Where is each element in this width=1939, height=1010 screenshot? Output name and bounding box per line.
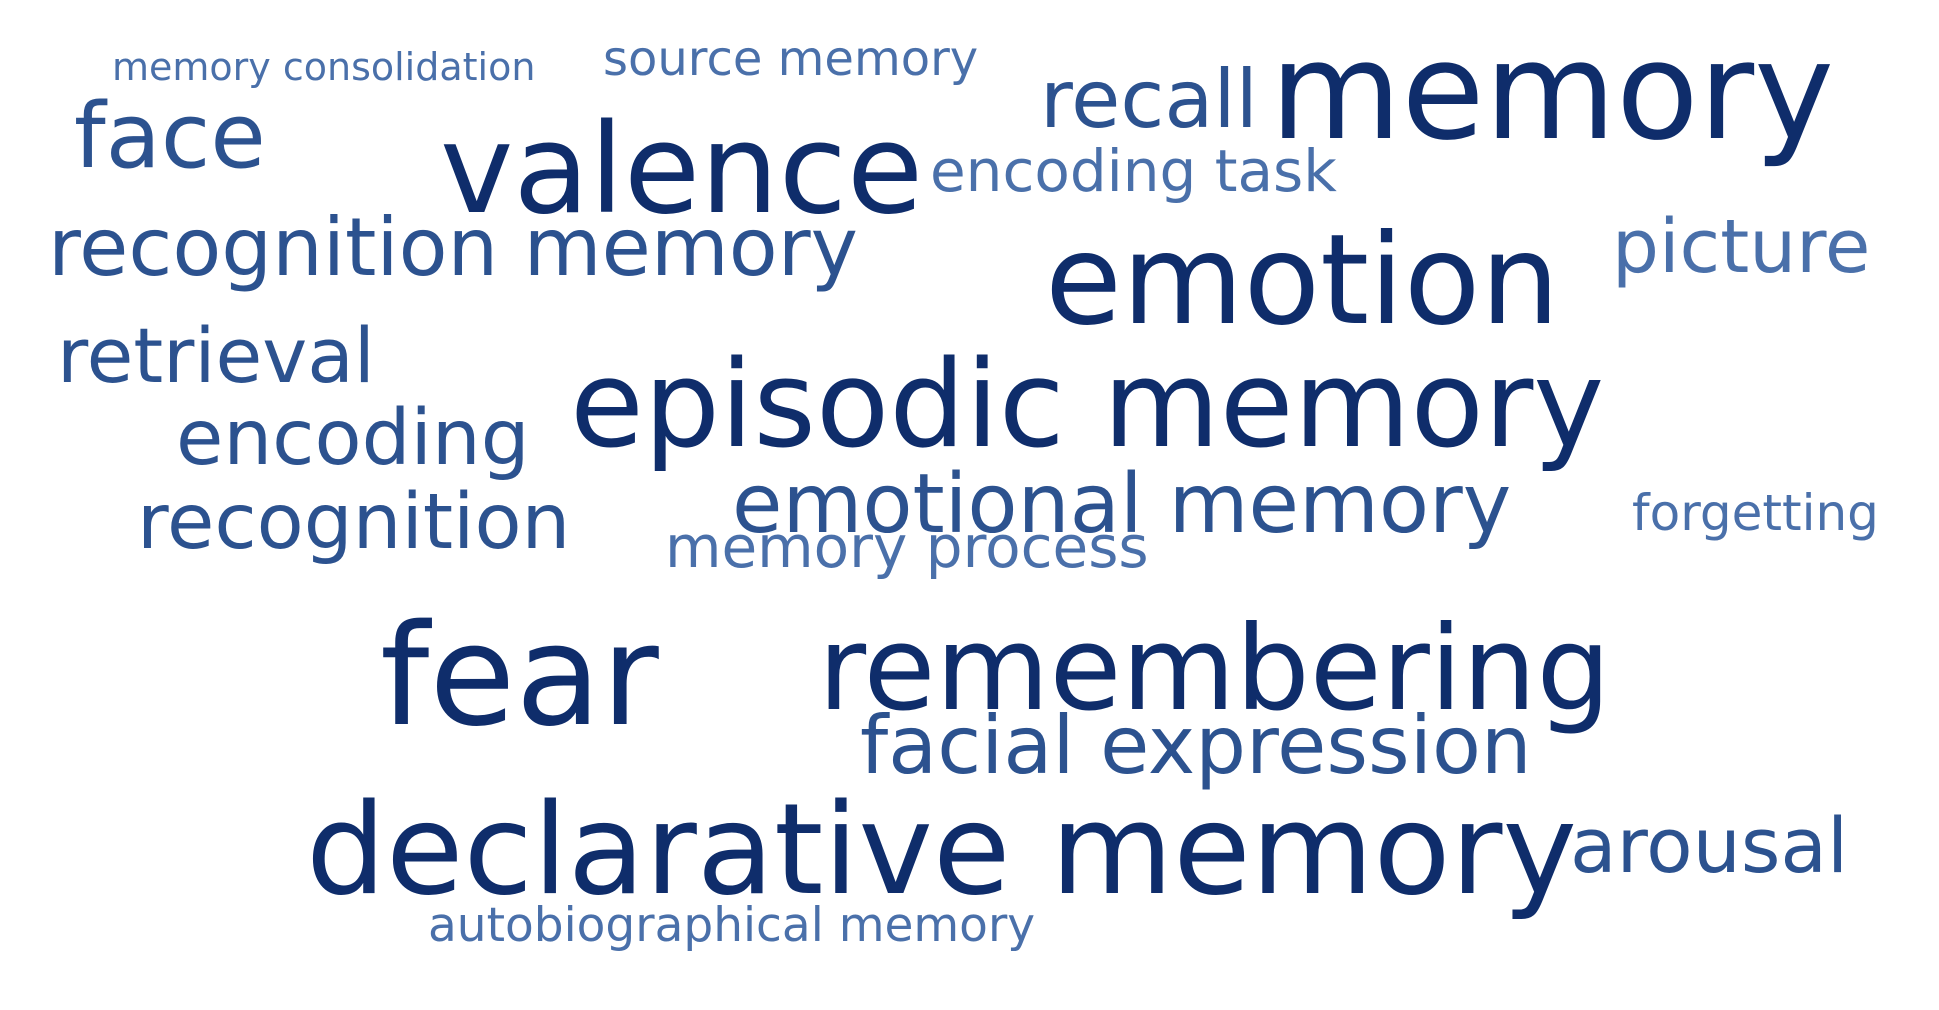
word-forgetting: forgetting bbox=[1632, 484, 1879, 542]
word-encoding: encoding bbox=[176, 394, 530, 483]
word-picture: picture bbox=[1612, 204, 1871, 290]
word-recognition: recognition bbox=[137, 478, 571, 567]
word-episodic-memory: episodic memory bbox=[570, 336, 1605, 475]
word-autobiographical-memory: autobiographical memory bbox=[428, 898, 1036, 953]
word-recall: recall bbox=[1040, 53, 1258, 146]
word-declarative-memory: declarative memory bbox=[306, 776, 1578, 923]
word-valence: valence bbox=[440, 98, 924, 242]
word-fear: fear bbox=[380, 595, 659, 758]
word-memory-process: memory process bbox=[665, 513, 1149, 581]
word-memory-consolidation: memory consolidation bbox=[112, 45, 536, 89]
word-recognition-memory: recognition memory bbox=[48, 201, 858, 294]
word-retrieval: retrieval bbox=[57, 311, 375, 400]
word-encoding-task: encoding task bbox=[930, 137, 1337, 205]
word-emotion: emotion bbox=[1045, 208, 1560, 353]
word-arousal: arousal bbox=[1570, 801, 1849, 890]
word-memory: memory bbox=[1270, 13, 1835, 170]
word-face: face bbox=[74, 84, 266, 189]
word-remembering: remembering bbox=[818, 600, 1611, 737]
word-emotional-memory: emotional memory bbox=[732, 457, 1512, 552]
word-facial-expression: facial expression bbox=[860, 699, 1532, 792]
word-source-memory: source memory bbox=[603, 31, 979, 87]
